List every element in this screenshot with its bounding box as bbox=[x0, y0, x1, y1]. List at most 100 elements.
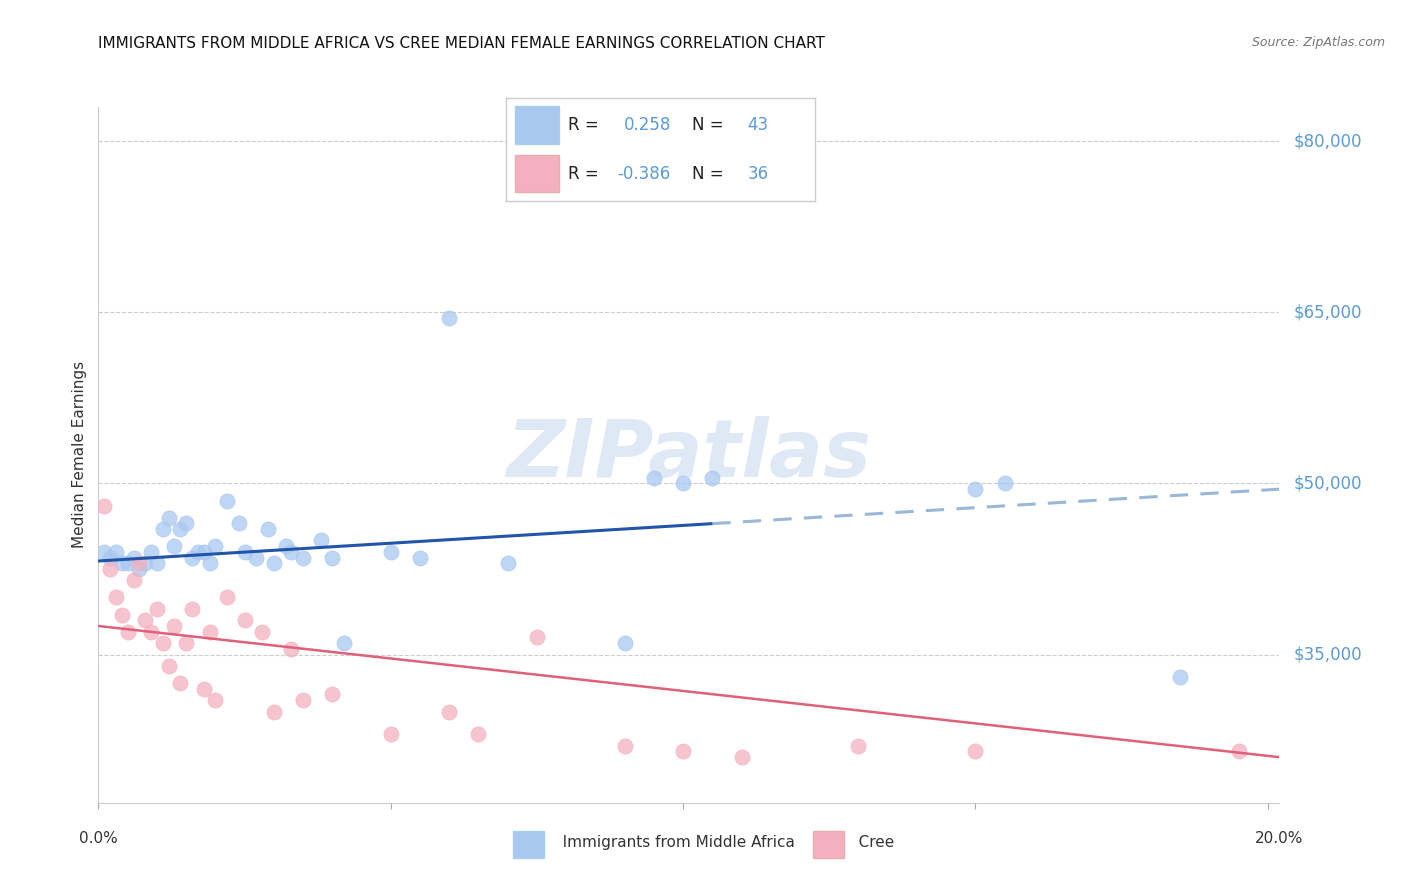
Point bbox=[146, 602, 169, 616]
Point bbox=[613, 739, 636, 753]
Point bbox=[380, 727, 402, 741]
Point bbox=[672, 744, 695, 758]
Y-axis label: Median Female Earnings: Median Female Earnings bbox=[72, 361, 87, 549]
Point bbox=[152, 636, 174, 650]
Text: 20.0%: 20.0% bbox=[1256, 831, 1303, 847]
Point bbox=[333, 636, 356, 650]
Text: 0.0%: 0.0% bbox=[79, 831, 118, 847]
Point bbox=[263, 705, 285, 719]
Point bbox=[139, 624, 162, 639]
Point bbox=[965, 744, 987, 758]
Point bbox=[98, 562, 121, 576]
Point bbox=[439, 311, 461, 326]
Point bbox=[139, 545, 162, 559]
Point bbox=[321, 688, 343, 702]
Point bbox=[263, 556, 285, 570]
Point bbox=[117, 556, 139, 570]
Point bbox=[409, 550, 432, 565]
Text: Source: ZipAtlas.com: Source: ZipAtlas.com bbox=[1251, 36, 1385, 49]
Point bbox=[245, 550, 267, 565]
FancyBboxPatch shape bbox=[516, 106, 558, 145]
Point bbox=[181, 602, 204, 616]
Point bbox=[292, 693, 315, 707]
Text: N =: N = bbox=[692, 116, 728, 135]
Point bbox=[321, 550, 343, 565]
Point bbox=[117, 624, 139, 639]
Point bbox=[496, 556, 519, 570]
Point bbox=[250, 624, 273, 639]
Point bbox=[104, 591, 127, 605]
Point bbox=[526, 631, 548, 645]
Point bbox=[174, 516, 197, 531]
Point bbox=[134, 556, 156, 570]
Point bbox=[643, 471, 665, 485]
Point bbox=[702, 471, 724, 485]
Point bbox=[98, 550, 121, 565]
Point bbox=[204, 539, 226, 553]
Point bbox=[965, 482, 987, 496]
Text: $80,000: $80,000 bbox=[1294, 132, 1362, 150]
Point bbox=[280, 641, 302, 656]
Point bbox=[157, 510, 180, 524]
Point bbox=[467, 727, 489, 741]
Point bbox=[128, 562, 150, 576]
Point bbox=[187, 545, 209, 559]
Point bbox=[169, 676, 191, 690]
Text: Immigrants from Middle Africa: Immigrants from Middle Africa bbox=[548, 836, 796, 850]
Point bbox=[1168, 670, 1191, 684]
Point bbox=[204, 693, 226, 707]
Text: $35,000: $35,000 bbox=[1294, 646, 1362, 664]
Point bbox=[122, 550, 145, 565]
Point bbox=[730, 750, 752, 764]
Point bbox=[994, 476, 1017, 491]
FancyBboxPatch shape bbox=[516, 154, 558, 193]
Point bbox=[233, 613, 256, 627]
Point bbox=[1227, 744, 1250, 758]
Text: Cree: Cree bbox=[844, 836, 894, 850]
Point bbox=[215, 591, 238, 605]
Text: IMMIGRANTS FROM MIDDLE AFRICA VS CREE MEDIAN FEMALE EARNINGS CORRELATION CHART: IMMIGRANTS FROM MIDDLE AFRICA VS CREE ME… bbox=[98, 36, 825, 51]
Point bbox=[380, 545, 402, 559]
Point bbox=[613, 636, 636, 650]
Point bbox=[257, 522, 280, 536]
Point bbox=[174, 636, 197, 650]
Point bbox=[280, 545, 302, 559]
Point bbox=[157, 659, 180, 673]
Point bbox=[198, 624, 221, 639]
Point bbox=[848, 739, 870, 753]
Text: N =: N = bbox=[692, 164, 728, 183]
Point bbox=[169, 522, 191, 536]
Text: $50,000: $50,000 bbox=[1294, 475, 1362, 492]
Point bbox=[111, 556, 134, 570]
Text: R =: R = bbox=[568, 164, 605, 183]
Point bbox=[93, 500, 115, 514]
Text: -0.386: -0.386 bbox=[617, 164, 671, 183]
Point bbox=[181, 550, 204, 565]
Point bbox=[122, 574, 145, 588]
Point bbox=[146, 556, 169, 570]
Point bbox=[152, 522, 174, 536]
Text: 0.258: 0.258 bbox=[624, 116, 671, 135]
Text: $65,000: $65,000 bbox=[1294, 303, 1362, 321]
Point bbox=[439, 705, 461, 719]
Text: 36: 36 bbox=[748, 164, 769, 183]
Point bbox=[228, 516, 250, 531]
Point bbox=[672, 476, 695, 491]
Point bbox=[215, 493, 238, 508]
Text: R =: R = bbox=[568, 116, 605, 135]
Point bbox=[93, 545, 115, 559]
Point bbox=[163, 539, 186, 553]
Point bbox=[309, 533, 332, 548]
Point bbox=[128, 556, 150, 570]
Text: ZIPatlas: ZIPatlas bbox=[506, 416, 872, 494]
Point bbox=[198, 556, 221, 570]
Point bbox=[193, 545, 215, 559]
Point bbox=[292, 550, 315, 565]
Point bbox=[134, 613, 156, 627]
Point bbox=[193, 681, 215, 696]
Point bbox=[104, 545, 127, 559]
Point bbox=[233, 545, 256, 559]
Point bbox=[111, 607, 134, 622]
Point bbox=[163, 619, 186, 633]
Point bbox=[274, 539, 297, 553]
